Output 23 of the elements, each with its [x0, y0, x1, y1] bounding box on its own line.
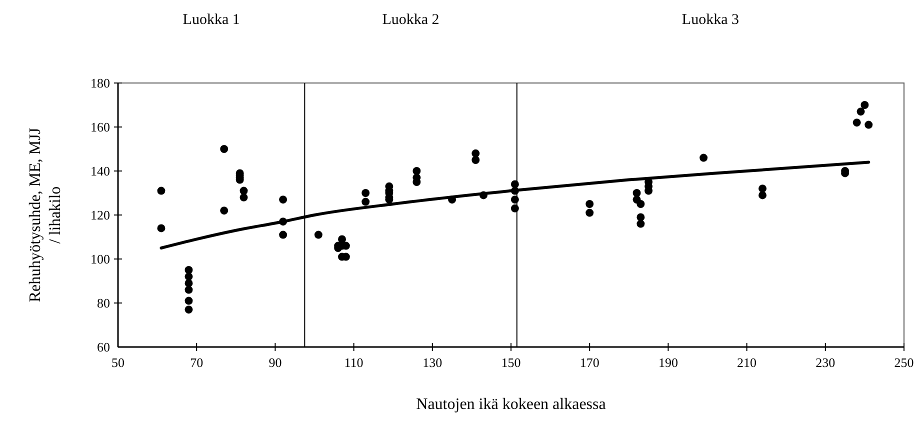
- y-tick-label: 140: [90, 164, 110, 178]
- y-tick-label: 100: [90, 252, 110, 266]
- x-tick-label: 170: [580, 355, 600, 370]
- x-tick-label: 50: [112, 355, 124, 370]
- x-tick-label: 150: [501, 355, 521, 370]
- x-tick-label: 90: [268, 355, 282, 370]
- x-tick-label: 130: [422, 355, 442, 370]
- y-tick-label: 180: [90, 76, 110, 90]
- text: Luokka 1: [182, 12, 240, 28]
- x-tick-label: 190: [658, 355, 678, 370]
- x-tick-label: 70: [190, 355, 204, 370]
- y-tick-label: 80: [97, 296, 110, 310]
- x-tick-label: 210: [737, 355, 757, 370]
- text: Luokka 3: [682, 12, 739, 28]
- x-tick-label: 110: [344, 355, 364, 370]
- text: Luokka 2: [382, 12, 440, 28]
- y-tick-label: 120: [90, 208, 110, 222]
- y-axis-title: Rehuhyötysuhde, ME, MJJ / lihakilo: [27, 128, 64, 302]
- x-axis-title: Nautojen ikä kokeen alkaessa: [416, 396, 606, 413]
- y-tick-label: 60: [97, 340, 110, 354]
- y-tick-label: 160: [90, 120, 110, 134]
- x-tick-label: 250: [894, 355, 914, 370]
- x-tick-label: 230: [816, 355, 836, 370]
